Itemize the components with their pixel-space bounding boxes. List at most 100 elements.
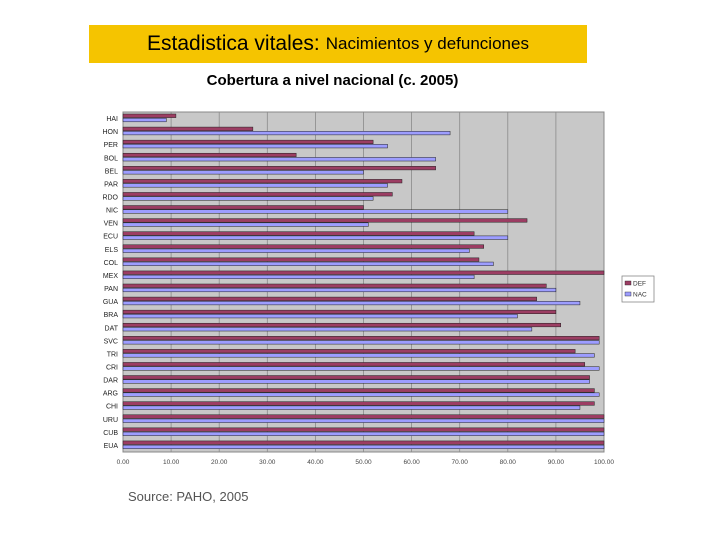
bar-nac-dat: [122, 327, 533, 332]
title-rest: Nacimientos y defunciones: [325, 34, 529, 53]
category-label: DAT: [105, 325, 119, 332]
bar-def-cub: [122, 427, 605, 432]
bar-nac-bra: [122, 314, 518, 319]
x-tick-label: 20.00: [211, 459, 228, 466]
category-label: RDO: [102, 195, 118, 202]
chart-subtitle: Cobertura a nivel nacional (c. 2005): [206, 72, 459, 89]
bar-nac-rdo: [122, 196, 374, 201]
bar-def-gua: [122, 296, 537, 301]
category-label: URU: [103, 417, 118, 424]
bar-nac-gua: [122, 301, 581, 306]
category-label: TRI: [107, 351, 118, 358]
legend-box: [621, 275, 655, 303]
bar-nac-arg: [122, 392, 600, 397]
bar-nac-hai: [122, 117, 167, 123]
x-tick-label: 0.00: [117, 459, 130, 466]
bar-def-pan: [122, 283, 547, 288]
category-label: SVC: [104, 338, 118, 345]
bar-nac-bel: [122, 170, 364, 175]
bar-nac-ven: [122, 222, 369, 227]
bar-nac-pan: [122, 287, 557, 293]
bar-nac-par: [122, 183, 388, 188]
bar-def-hai: [122, 113, 177, 118]
legend-label-nac: NAC: [633, 292, 647, 299]
bar-def-mex: [122, 270, 605, 275]
bar-def-nic: [122, 205, 364, 210]
legend-swatch-def: [624, 280, 632, 286]
bar-def-uru: [122, 414, 605, 419]
category-label: MEX: [103, 273, 119, 280]
x-tick-label: 90.00: [548, 459, 565, 466]
category-label: PAN: [104, 286, 118, 293]
x-tick-label: 30.00: [259, 459, 276, 466]
bar-nac-hon: [122, 131, 451, 136]
category-label: EUA: [104, 443, 119, 450]
bar-nac-col: [122, 261, 494, 266]
bar-def-bra: [122, 309, 557, 315]
bar-nac-svc: [122, 340, 600, 345]
bar-nac-eua: [122, 444, 605, 449]
x-tick-label: 40.00: [307, 459, 324, 466]
bar-def-rdo: [122, 192, 393, 197]
category-label: COL: [104, 260, 119, 267]
x-tick-label: 10.00: [163, 459, 180, 466]
category-label: CRI: [106, 365, 118, 372]
category-label: CHI: [106, 404, 118, 411]
bar-nac-nic: [122, 209, 509, 214]
x-tick-label: 60.00: [403, 459, 420, 466]
category-label: HAI: [106, 116, 118, 123]
bar-def-chi: [122, 401, 595, 406]
bar-def-ven: [122, 218, 528, 223]
bar-def-bol: [122, 152, 297, 158]
bar-def-tri: [122, 349, 576, 354]
category-label: BEL: [105, 168, 118, 175]
bar-def-hon: [122, 126, 254, 131]
legend-label-def: DEF: [633, 281, 646, 288]
legend-swatch-nac: [624, 291, 632, 297]
bar-nac-bol: [122, 157, 436, 162]
bar-nac-cub: [122, 431, 605, 436]
x-tick-label: 100.00: [594, 459, 614, 466]
x-tick-label: 50.00: [355, 459, 372, 466]
title-banner: Estadistica vitales: Nacimientos y defun…: [89, 25, 587, 63]
category-label: BOL: [104, 155, 118, 162]
bar-nac-uru: [122, 418, 605, 423]
title-main: Estadistica vitales:: [147, 32, 320, 55]
bar-def-eua: [122, 440, 605, 445]
category-label: ARG: [103, 391, 118, 398]
category-label: PER: [104, 142, 118, 149]
bar-nac-tri: [122, 353, 595, 358]
bar-def-par: [122, 179, 403, 184]
category-label: ELS: [105, 247, 119, 254]
x-tick-label: 80.00: [500, 459, 517, 466]
bar-def-col: [122, 257, 480, 262]
bar-def-bel: [122, 166, 436, 171]
category-label: PAR: [104, 181, 118, 188]
bar-def-ecu: [122, 231, 475, 236]
bar-nac-dar: [122, 379, 590, 384]
category-label: DAR: [103, 378, 118, 385]
bar-def-dar: [122, 375, 590, 380]
source-note: Source: PAHO, 2005: [128, 489, 249, 504]
bar-nac-per: [122, 144, 388, 149]
category-label: CUB: [103, 430, 118, 437]
bar-def-els: [122, 244, 484, 249]
category-label: GUA: [103, 299, 119, 306]
bar-nac-ecu: [122, 235, 509, 240]
bar-def-arg: [122, 388, 595, 393]
bar-nac-chi: [122, 405, 581, 410]
category-label: BRA: [104, 312, 119, 319]
category-label: NIC: [106, 208, 118, 215]
bar-nac-cri: [122, 366, 600, 371]
category-label: VEN: [104, 221, 118, 228]
bar-def-per: [122, 139, 374, 145]
bar-nac-els: [122, 248, 470, 253]
bar-nac-mex: [122, 274, 475, 279]
bar-def-cri: [122, 362, 586, 367]
category-label: ECU: [103, 234, 118, 241]
bar-def-dat: [122, 322, 561, 328]
x-tick-label: 70.00: [452, 459, 469, 466]
bar-def-svc: [122, 336, 600, 341]
category-label: HON: [102, 129, 118, 136]
